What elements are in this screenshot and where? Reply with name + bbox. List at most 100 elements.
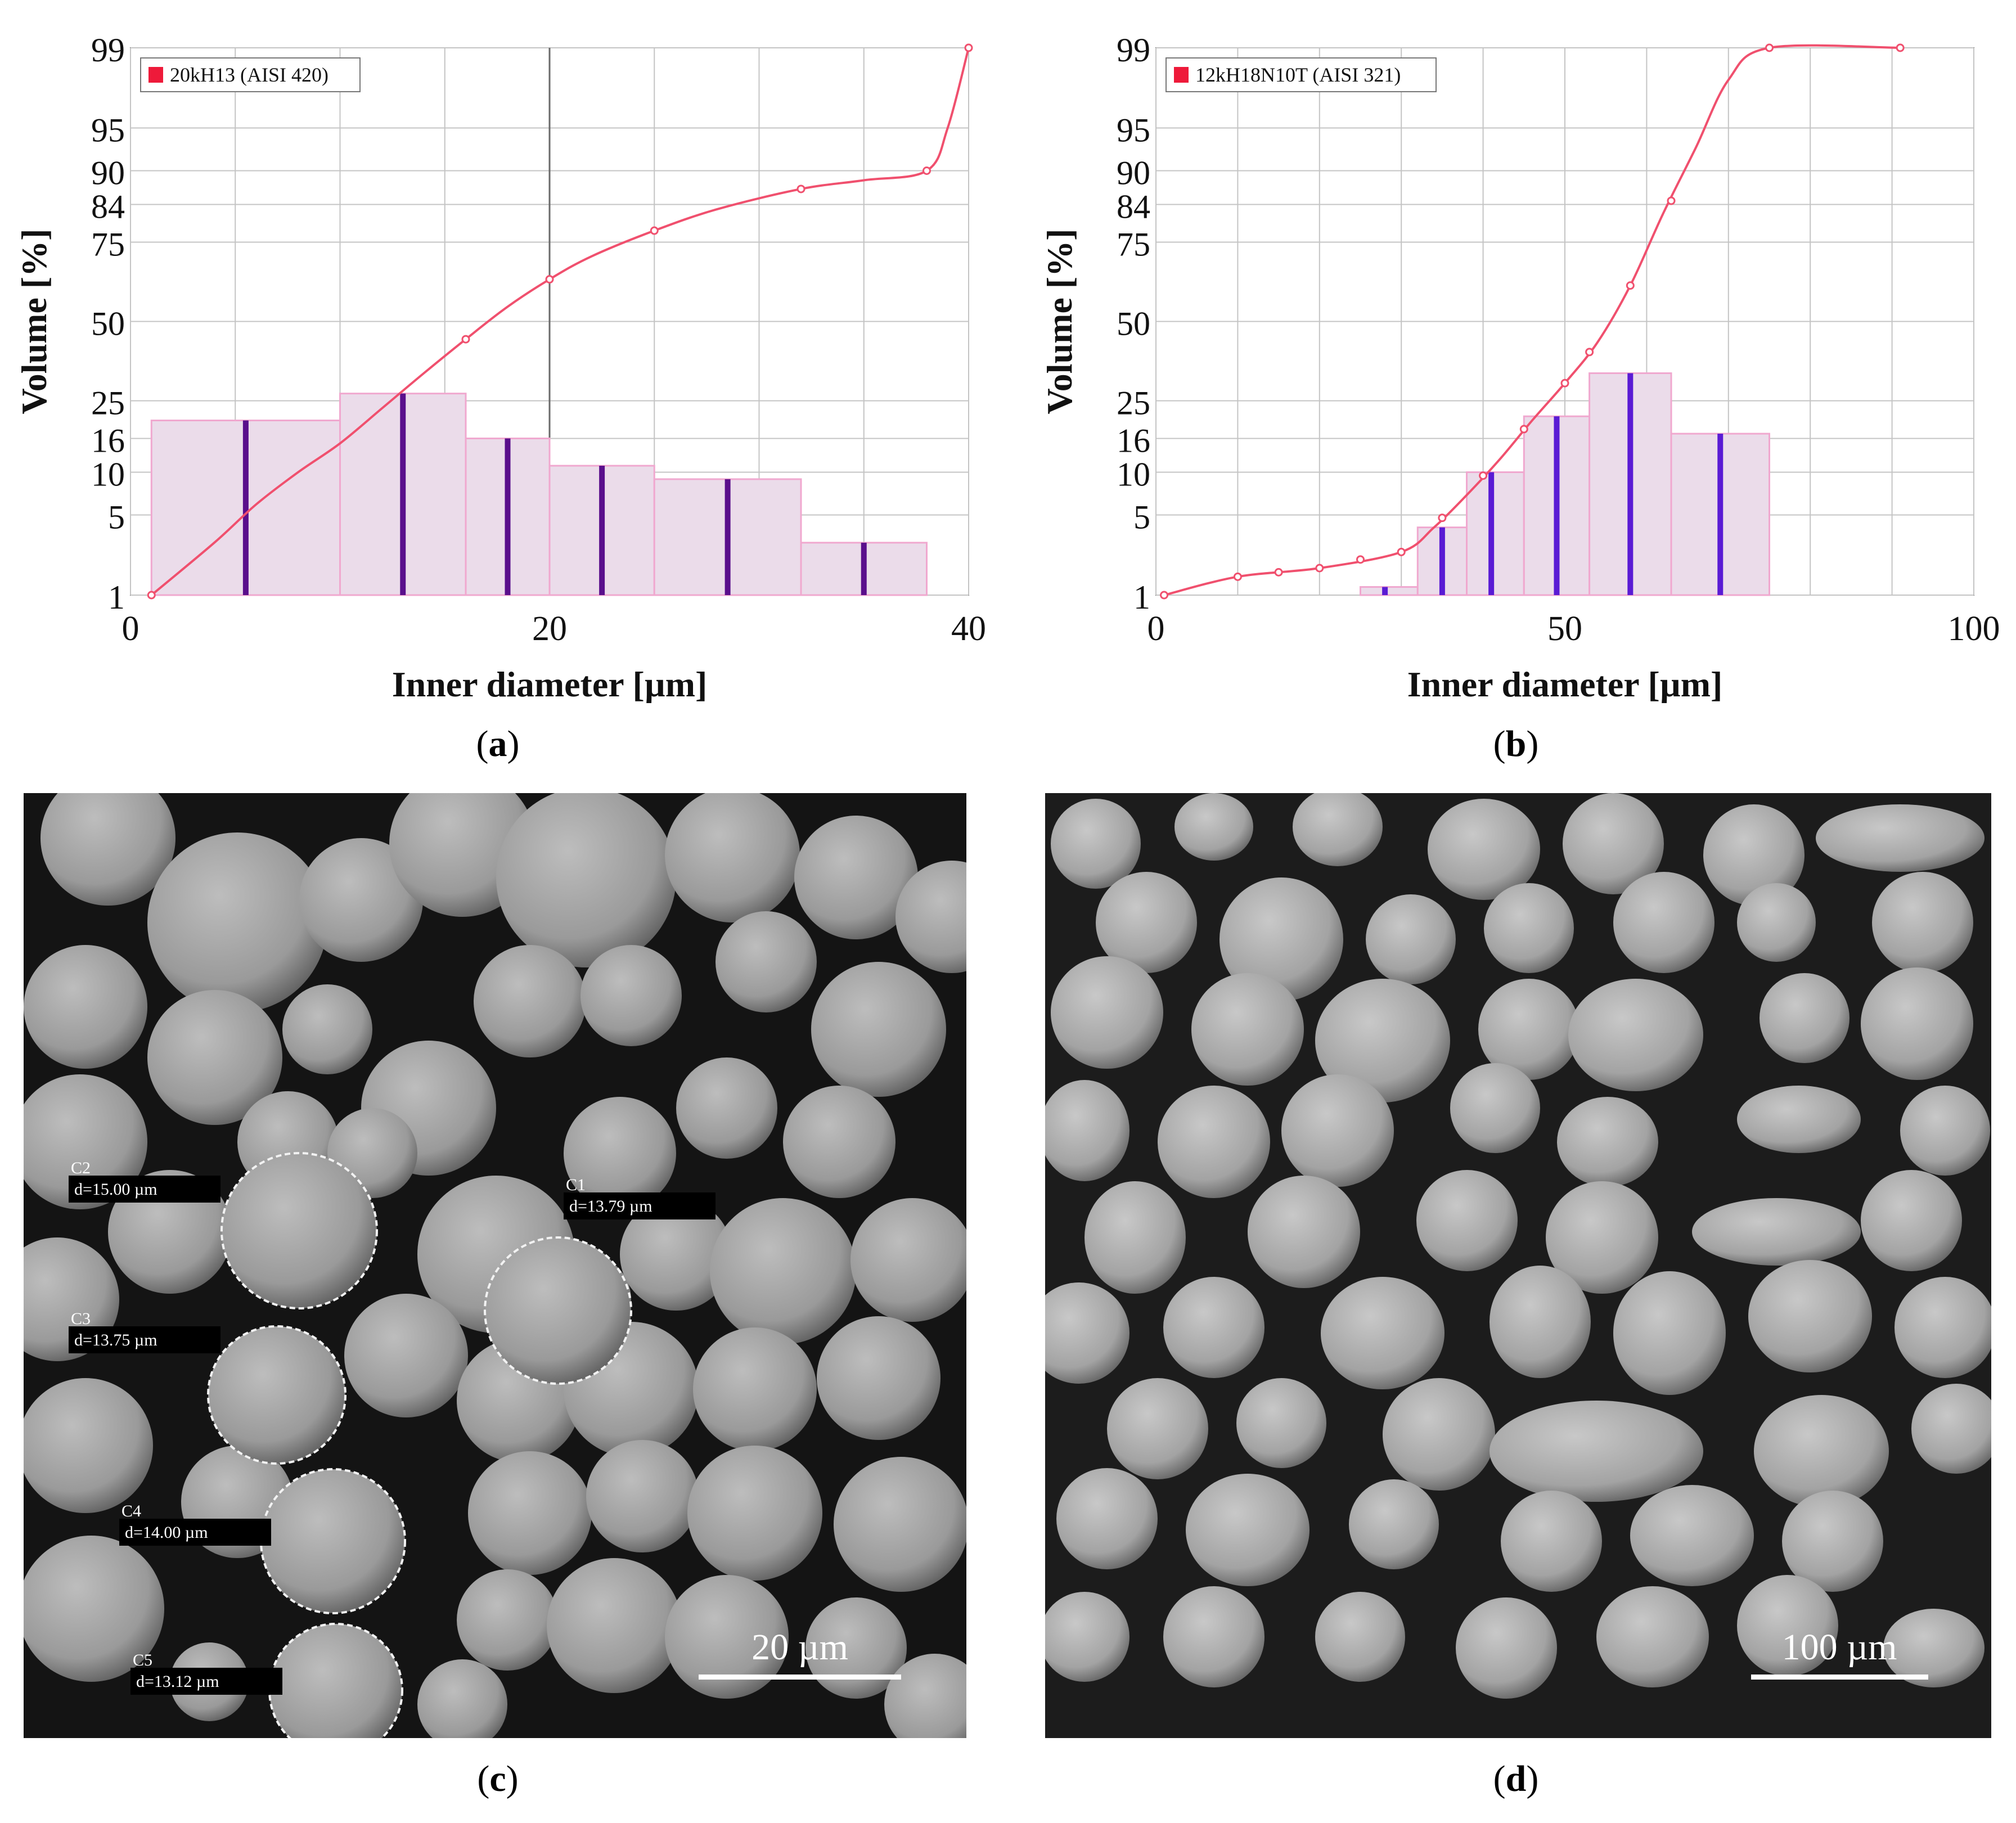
chart-a-y-tick-label: 25 bbox=[91, 385, 125, 422]
chart-b-bin-marker bbox=[1488, 472, 1495, 595]
sem-c-particle bbox=[147, 990, 282, 1125]
sem-d-particle bbox=[1163, 1586, 1264, 1687]
sem-c-measure-label: d=13.12 µm bbox=[136, 1672, 219, 1691]
sem-c-particle bbox=[24, 1378, 153, 1513]
sem-d-particle bbox=[1045, 1592, 1130, 1682]
sem-c-measure-id: C1 bbox=[566, 1176, 586, 1194]
sem-c-measured-particle bbox=[261, 1469, 405, 1613]
sem-d-particle bbox=[1613, 872, 1714, 973]
scale-bar-c: 20 µm bbox=[699, 1627, 901, 1680]
sem-c-measure-label: d=14.00 µm bbox=[125, 1523, 208, 1542]
sem-d-particle bbox=[1456, 1597, 1557, 1699]
sem-d-particle bbox=[1158, 1086, 1270, 1198]
chart-b-curve-marker bbox=[1667, 196, 1676, 205]
sem-d-particle bbox=[1248, 1176, 1360, 1288]
caption-b: (b) bbox=[1493, 723, 1539, 764]
sem-d-particle bbox=[1186, 1474, 1310, 1586]
chart-b-y-tick-label: 75 bbox=[1117, 226, 1150, 263]
chart-b-x-axis-label: Inner diameter [µm] bbox=[1407, 664, 1723, 703]
chart-b-bin-marker bbox=[1717, 434, 1724, 595]
sem-c-particle bbox=[806, 1597, 907, 1699]
sem-d-particle bbox=[1861, 1170, 1962, 1271]
caption-c: (c) bbox=[477, 1758, 519, 1799]
chart-b-curve-marker bbox=[1397, 547, 1406, 556]
sem-c-particle bbox=[665, 1575, 789, 1699]
chart-a-legend-box bbox=[140, 57, 361, 92]
chart-a-curve-marker bbox=[545, 275, 554, 284]
sem-c-svg: C1 d=13.79 µm C2 d=15.00 µm C3 d=13.75 µm C4 d=… bbox=[24, 793, 966, 1738]
chart-b-curve-marker bbox=[1626, 281, 1635, 290]
chart-a-bin-marker bbox=[724, 479, 731, 595]
sem-c-particle bbox=[40, 793, 176, 906]
chart-b-curve-marker bbox=[1274, 568, 1283, 577]
chart-a-y-tick-label: 1 bbox=[108, 579, 125, 616]
sem-d-particle bbox=[1478, 979, 1580, 1080]
sem-c-label-bg bbox=[119, 1519, 271, 1546]
sem-d-particle bbox=[1051, 799, 1141, 889]
sem-c-particle bbox=[24, 1074, 147, 1209]
sem-c-particle bbox=[474, 945, 586, 1057]
sem-image-d: 100 µm bbox=[1045, 793, 1991, 1738]
chart-b-curve-marker bbox=[1519, 425, 1528, 434]
sem-d-particle bbox=[1754, 1395, 1889, 1507]
sem-d-particle bbox=[1737, 1086, 1861, 1153]
sem-d-particle bbox=[1484, 883, 1574, 973]
sem-c-measure-circle bbox=[484, 1236, 632, 1385]
chart-a-curve-marker bbox=[922, 166, 931, 175]
sem-d-particle bbox=[1748, 1260, 1872, 1372]
chart-b-curve-marker bbox=[1585, 348, 1594, 357]
sem-c-particle bbox=[817, 1316, 940, 1440]
sem-c-particle bbox=[783, 1086, 896, 1198]
sem-d-particle bbox=[1737, 883, 1816, 962]
chart-a-y-tick-label: 99 bbox=[91, 31, 125, 69]
chart-b-y-tick-label: 84 bbox=[1117, 188, 1150, 226]
sem-c-measure-id: C3 bbox=[71, 1309, 91, 1328]
chart-a-cumulative-curve bbox=[150, 47, 970, 596]
sem-d-particle bbox=[1163, 1277, 1264, 1378]
scale-bar-d-label: 100 µm bbox=[1782, 1627, 1897, 1668]
sem-d-svg: 100 µm bbox=[1045, 793, 1991, 1738]
sem-c-label-bg bbox=[69, 1176, 220, 1203]
sem-c-measure-circle bbox=[207, 1325, 346, 1465]
sem-c-particle bbox=[417, 1659, 507, 1738]
chart-a-bin-marker bbox=[599, 465, 605, 595]
sem-c-particle bbox=[24, 1536, 164, 1682]
sem-c-measure-id: C4 bbox=[122, 1502, 141, 1520]
sem-c-particle bbox=[547, 1558, 682, 1693]
chart-b-curve-marker bbox=[1160, 591, 1169, 600]
chart-b-y-tick-label: 90 bbox=[1117, 154, 1150, 191]
sem-d-particle bbox=[1546, 1181, 1658, 1294]
sem-d-particle bbox=[1315, 1592, 1405, 1682]
chart-b-bin-marker bbox=[1627, 373, 1634, 595]
chart-a-y-tick-label: 90 bbox=[91, 154, 125, 191]
sem-d-particle bbox=[1045, 1080, 1130, 1181]
sem-c-particle bbox=[282, 984, 372, 1074]
sem-d-particle bbox=[1630, 1485, 1754, 1586]
sem-d-particle bbox=[1428, 799, 1540, 900]
sem-c-particle bbox=[884, 1654, 966, 1738]
sem-c-particle bbox=[299, 838, 423, 962]
chart-b-y-tick-label: 10 bbox=[1117, 456, 1150, 493]
sem-c-particle bbox=[794, 816, 918, 939]
chart-b-x-tick-label: 0 bbox=[1148, 610, 1165, 648]
chart-a-y-tick-label: 10 bbox=[91, 456, 125, 493]
sem-c-particle bbox=[693, 1327, 817, 1451]
chart-b-curve-marker bbox=[1356, 555, 1365, 564]
sem-d-particle bbox=[1416, 1170, 1518, 1271]
chart-a-y-tick-label: 75 bbox=[91, 226, 125, 263]
sem-c-measure-label: d=13.75 µm bbox=[74, 1331, 158, 1349]
chart-b-curve-marker bbox=[1479, 471, 1488, 480]
sem-d-particle bbox=[1315, 979, 1450, 1102]
sem-d-particle bbox=[1613, 1271, 1726, 1395]
sem-c-particle bbox=[834, 1457, 966, 1592]
chart-b-legend-box bbox=[1166, 57, 1437, 92]
sem-d-particle bbox=[1045, 1282, 1130, 1384]
sem-c-particle bbox=[586, 1440, 699, 1552]
sem-d-particle bbox=[1056, 1468, 1158, 1569]
sem-d-particle bbox=[1692, 1198, 1861, 1266]
caption-a: (a) bbox=[476, 723, 520, 764]
caption-d: (d) bbox=[1493, 1758, 1539, 1799]
sem-d-particle bbox=[1501, 1491, 1602, 1592]
